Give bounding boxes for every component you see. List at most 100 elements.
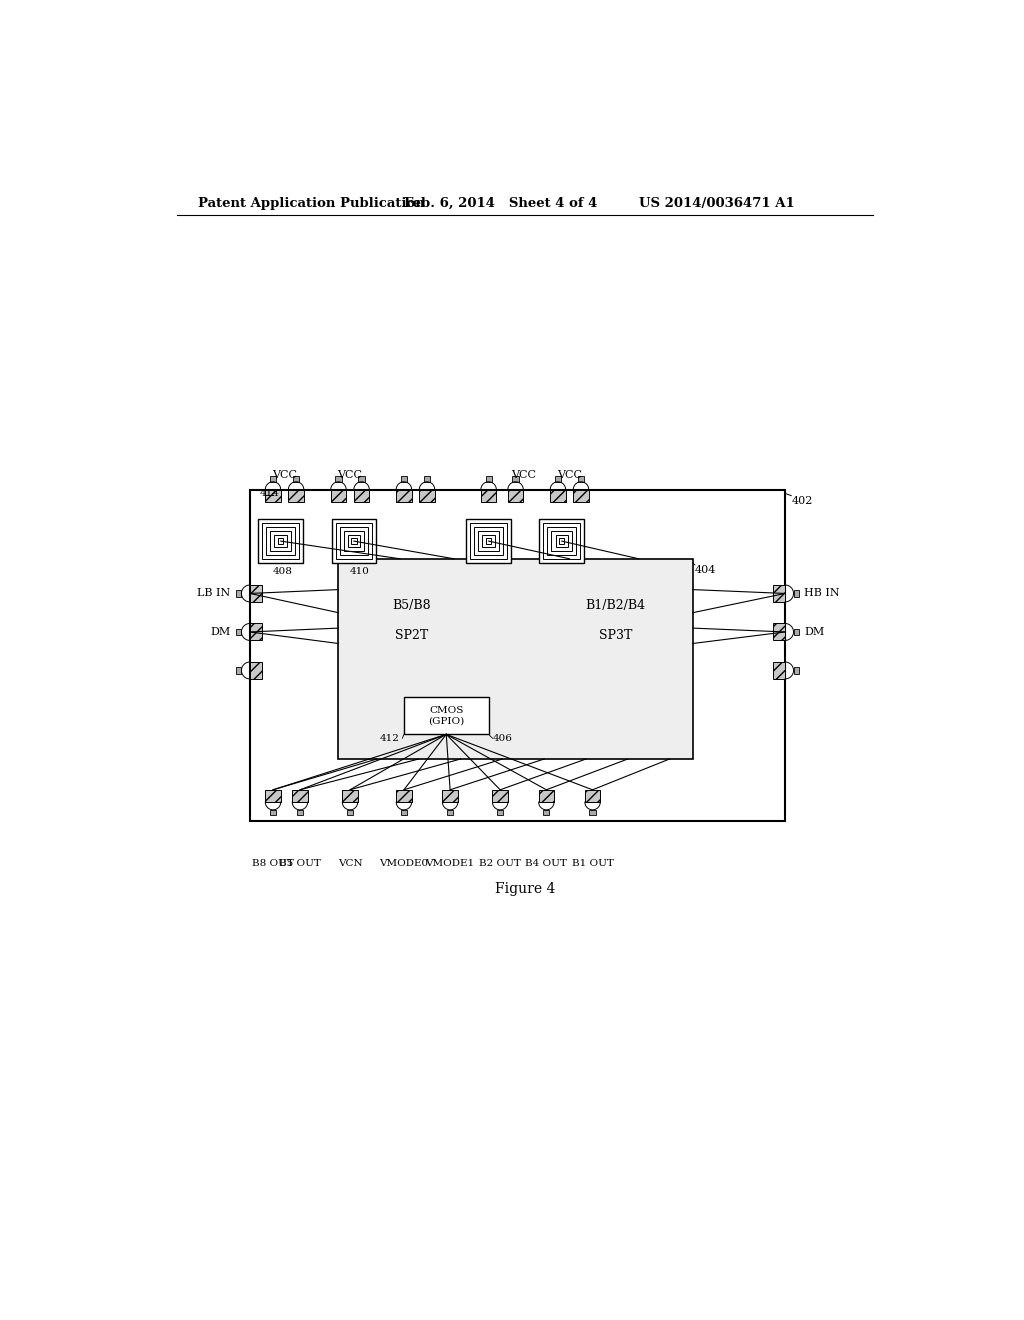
Text: LB IN: LB IN xyxy=(198,589,230,598)
Bar xyxy=(237,628,242,635)
Text: DM: DM xyxy=(210,627,230,638)
Bar xyxy=(552,531,572,552)
Text: Figure 4: Figure 4 xyxy=(495,882,555,896)
Bar xyxy=(773,623,785,640)
Bar xyxy=(354,490,370,502)
Bar xyxy=(250,623,262,640)
Bar xyxy=(590,810,596,816)
Bar xyxy=(250,663,262,678)
Bar xyxy=(548,527,577,556)
Text: VMODE1: VMODE1 xyxy=(426,859,475,869)
Bar xyxy=(512,477,518,482)
Bar xyxy=(400,810,407,816)
Text: Patent Application Publication: Patent Application Publication xyxy=(199,197,425,210)
Bar xyxy=(470,523,507,560)
Text: B8 OUT: B8 OUT xyxy=(252,859,294,869)
Text: B5/B8: B5/B8 xyxy=(392,598,431,611)
Text: 404: 404 xyxy=(695,565,717,576)
Text: 410: 410 xyxy=(350,568,370,577)
Text: VCC: VCC xyxy=(557,470,582,480)
Text: Feb. 6, 2014   Sheet 4 of 4: Feb. 6, 2014 Sheet 4 of 4 xyxy=(403,197,597,210)
Text: VCC: VCC xyxy=(338,470,362,480)
Bar xyxy=(332,519,376,564)
Text: VCC: VCC xyxy=(511,470,536,480)
Bar xyxy=(274,535,287,548)
Bar xyxy=(481,490,497,502)
Bar xyxy=(344,531,365,552)
Bar xyxy=(293,477,299,482)
Bar xyxy=(347,535,360,548)
Bar xyxy=(258,519,303,564)
Bar xyxy=(482,535,495,548)
Bar xyxy=(351,539,356,544)
Text: 408: 408 xyxy=(273,568,293,577)
Text: B1 OUT: B1 OUT xyxy=(571,859,613,869)
Text: US 2014/0036471 A1: US 2014/0036471 A1 xyxy=(639,197,795,210)
Bar xyxy=(270,531,291,552)
Text: B5 OUT: B5 OUT xyxy=(279,859,321,869)
Bar xyxy=(559,539,564,544)
Bar xyxy=(578,477,584,482)
Text: 412: 412 xyxy=(380,734,400,743)
Bar xyxy=(292,789,307,803)
Bar xyxy=(424,477,430,482)
Bar xyxy=(442,789,458,803)
Text: 414: 414 xyxy=(260,488,280,498)
Bar xyxy=(550,490,565,502)
Bar xyxy=(279,539,284,544)
Bar xyxy=(447,810,454,816)
Text: HB IN: HB IN xyxy=(804,589,840,598)
Bar xyxy=(270,477,276,482)
Bar xyxy=(297,810,303,816)
Bar xyxy=(544,810,550,816)
Bar xyxy=(540,519,584,564)
Bar xyxy=(400,477,407,482)
Bar xyxy=(555,477,561,482)
Bar xyxy=(794,628,799,635)
Bar xyxy=(250,490,785,821)
Text: SP3T: SP3T xyxy=(599,630,633,643)
Bar xyxy=(270,810,276,816)
Bar xyxy=(544,523,580,560)
Bar xyxy=(555,535,568,548)
Bar xyxy=(289,490,304,502)
Bar xyxy=(265,490,281,502)
Bar xyxy=(237,668,242,673)
Bar xyxy=(794,668,799,673)
Text: B4 OUT: B4 OUT xyxy=(525,859,567,869)
Bar xyxy=(237,590,242,597)
Bar xyxy=(419,490,435,502)
Bar xyxy=(336,523,372,560)
Text: VCC: VCC xyxy=(272,470,297,480)
Bar xyxy=(336,477,342,482)
Text: CMOS
(GPIO): CMOS (GPIO) xyxy=(428,706,465,726)
Bar xyxy=(265,789,281,803)
Bar xyxy=(358,477,365,482)
Text: VMODE0: VMODE0 xyxy=(379,859,428,869)
Bar xyxy=(331,490,346,502)
Bar xyxy=(339,558,692,759)
Bar xyxy=(794,590,799,597)
Text: B1/B2/B4: B1/B2/B4 xyxy=(586,598,646,611)
Bar xyxy=(573,490,589,502)
Bar xyxy=(539,789,554,803)
Bar xyxy=(340,527,369,556)
Bar xyxy=(486,539,492,544)
Text: SP2T: SP2T xyxy=(395,630,428,643)
Text: VCN: VCN xyxy=(338,859,362,869)
Text: DM: DM xyxy=(804,627,824,638)
Bar xyxy=(396,789,412,803)
Text: B2 OUT: B2 OUT xyxy=(479,859,521,869)
Text: 406: 406 xyxy=(493,734,512,743)
Bar xyxy=(262,523,299,560)
Bar xyxy=(474,527,503,556)
Bar xyxy=(342,789,357,803)
Bar xyxy=(773,663,785,678)
Bar xyxy=(497,810,503,816)
Bar xyxy=(485,477,492,482)
Bar xyxy=(478,531,499,552)
Bar xyxy=(250,585,262,602)
Bar xyxy=(493,789,508,803)
Bar xyxy=(773,585,785,602)
Bar xyxy=(466,519,511,564)
